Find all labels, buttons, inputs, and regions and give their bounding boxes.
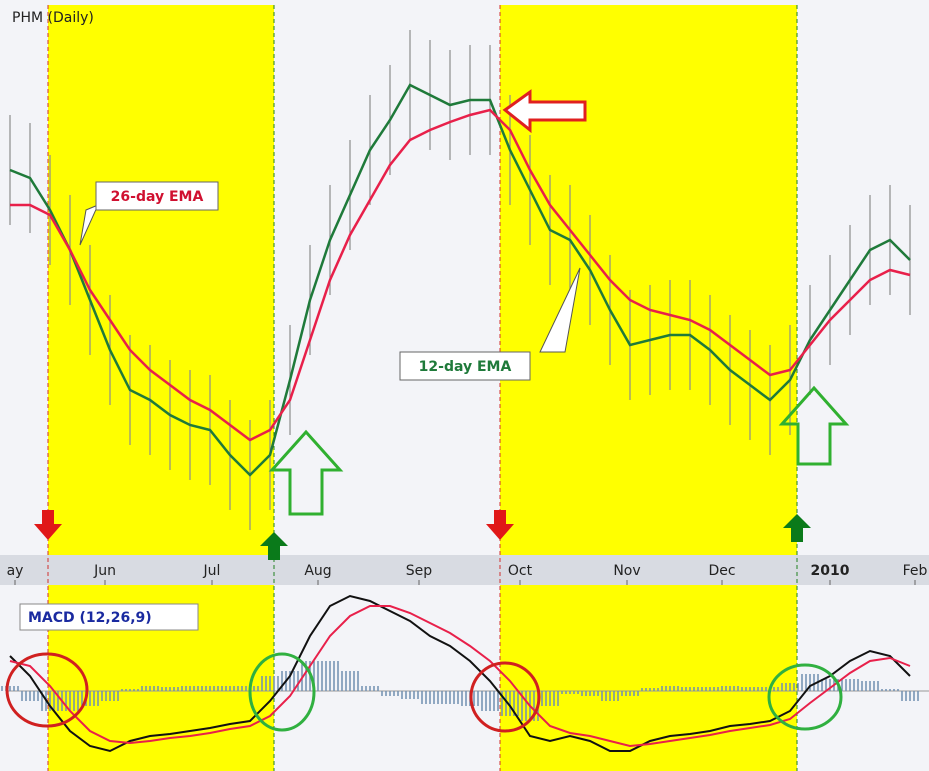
callout-pointer bbox=[79, 204, 99, 246]
series-line bbox=[10, 108, 911, 442]
x-tick-label: Nov bbox=[613, 563, 640, 579]
callout-pointer bbox=[539, 267, 581, 353]
sell-marker bbox=[486, 510, 514, 540]
x-tick-label: 2010 bbox=[811, 563, 850, 579]
x-tick-label: Oct bbox=[508, 563, 533, 579]
sell-circle bbox=[5, 652, 89, 728]
callout-12-ema: 12-day EMA bbox=[419, 359, 512, 375]
x-tick-label: Sep bbox=[406, 563, 433, 579]
buy-circle bbox=[767, 663, 843, 731]
sell-marker bbox=[34, 510, 62, 540]
callout-box bbox=[399, 351, 531, 381]
date-axis bbox=[0, 555, 929, 585]
buy-marker bbox=[260, 532, 288, 560]
x-tick-label: Jun bbox=[93, 563, 116, 579]
buy-circle bbox=[248, 652, 316, 732]
highlight-band bbox=[500, 5, 797, 555]
chart-title: PHM (Daily) bbox=[12, 10, 94, 26]
macd-title: MACD (12,26,9) bbox=[28, 610, 152, 626]
crossover-arrow bbox=[502, 89, 587, 134]
series-line bbox=[9, 605, 911, 748]
series-line bbox=[9, 594, 911, 753]
buy-arrow bbox=[778, 385, 850, 466]
sell-circle bbox=[469, 661, 541, 733]
x-tick-label: Aug bbox=[304, 563, 331, 579]
buy-marker bbox=[783, 514, 811, 542]
callout-26-ema: 26-day EMA bbox=[111, 189, 204, 205]
x-tick-label: ay bbox=[7, 563, 24, 579]
signal-lines bbox=[47, 5, 798, 771]
x-tick-label: Feb bbox=[903, 563, 928, 579]
buy-arrow bbox=[268, 429, 344, 516]
callout-box bbox=[95, 181, 219, 211]
x-tick-label: Dec bbox=[708, 563, 735, 579]
x-tick-label: Jul bbox=[203, 563, 221, 579]
highlight-band bbox=[500, 585, 797, 771]
macd-label-box bbox=[19, 603, 199, 631]
series-line bbox=[9, 83, 911, 477]
